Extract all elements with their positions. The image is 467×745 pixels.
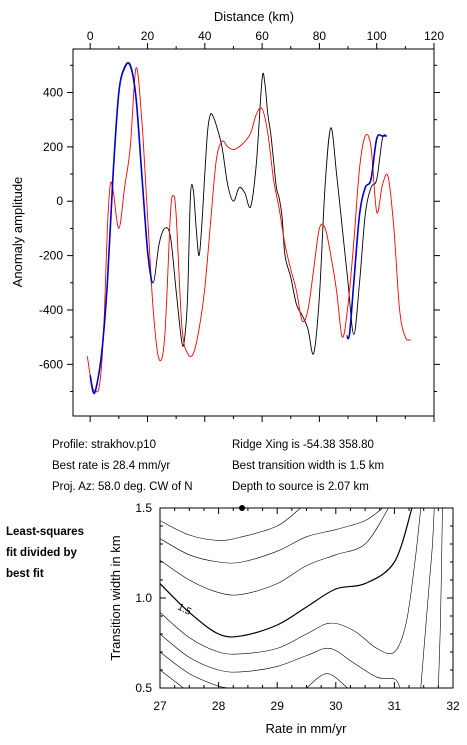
rate-tick-label: 32 bbox=[446, 699, 460, 713]
x-tick-label: 60 bbox=[255, 29, 269, 43]
contour-line bbox=[438, 508, 443, 688]
best-rate: Best rate is 28.4 mm/yr bbox=[52, 460, 170, 472]
y-tick-label: 0 bbox=[56, 194, 63, 208]
contour-line bbox=[160, 633, 401, 688]
x-tick-label: 20 bbox=[141, 29, 155, 43]
contour-line bbox=[160, 508, 383, 564]
best-fit-point bbox=[239, 505, 246, 511]
y-axis-title-width: Transition width in km bbox=[108, 535, 123, 660]
x-tick-label: 80 bbox=[313, 29, 327, 43]
x-tick-label: 120 bbox=[424, 29, 444, 43]
y-tick-label: -600 bbox=[39, 357, 63, 371]
y-tick-label: -200 bbox=[39, 249, 63, 263]
y-tick-label: 200 bbox=[43, 140, 63, 154]
x-tick-label: 100 bbox=[367, 29, 387, 43]
contour-label: 1.5 bbox=[175, 602, 193, 618]
profile-name: Profile: strakhov.p10 bbox=[52, 439, 156, 451]
contour-line bbox=[306, 673, 348, 688]
x-axis-title: Distance (km) bbox=[214, 9, 294, 24]
projection-azimuth: Proj. Az: 58.0 deg. CW of N bbox=[52, 481, 193, 493]
ridge-crossing: Ridge Xing is -54.38 358.80 bbox=[232, 439, 374, 451]
width-tick-label: 1.5 bbox=[135, 501, 152, 515]
best-transition-width: Best transition width is 1.5 km bbox=[232, 460, 384, 472]
rate-tick-label: 28 bbox=[212, 699, 226, 713]
y-tick-label: 400 bbox=[43, 85, 63, 99]
x-tick-label: 40 bbox=[198, 29, 212, 43]
fit-segment-line bbox=[89, 61, 153, 395]
x-axis-title-rate: Rate in mm/yr bbox=[266, 721, 348, 736]
profile-plot-frame bbox=[72, 48, 435, 417]
width-tick-label: 1.0 bbox=[135, 591, 152, 605]
contour-plot-frame bbox=[159, 507, 454, 689]
side-note-line-3: best fit bbox=[6, 568, 44, 580]
rate-tick-label: 27 bbox=[153, 699, 167, 713]
contour-line bbox=[160, 508, 301, 541]
rate-tick-label: 31 bbox=[388, 699, 402, 713]
rate-tick-label: 29 bbox=[271, 699, 285, 713]
side-note-line-1: Least-squares bbox=[6, 526, 84, 538]
model-profile-line bbox=[86, 67, 412, 393]
y-axis-title: Anomaly amplitude bbox=[10, 177, 25, 288]
contour-line bbox=[160, 669, 184, 688]
contour-line bbox=[160, 508, 389, 596]
info-block: Profile: strakhov.p10 Best rate is 28.4 … bbox=[52, 439, 384, 493]
x-tick-label: 0 bbox=[87, 29, 94, 43]
width-tick-label: 0.5 bbox=[135, 681, 152, 695]
depth-to-source: Depth to source is 2.07 km bbox=[232, 481, 369, 493]
side-note-line-2: fit divided by bbox=[6, 547, 78, 559]
profile-plot: 0 20 40 60 80 100 120 -600 -400 -200 0 200 400 Dista… bbox=[10, 9, 444, 422]
rate-tick-label: 30 bbox=[329, 699, 343, 713]
contour-line bbox=[160, 508, 422, 655]
misfit-contour-plot: 27 28 29 30 31 320.51.01.5 1.5 Rate in mm/yr … bbox=[108, 501, 460, 736]
y-tick-label: -400 bbox=[39, 303, 63, 317]
side-note: Least-squares fit divided by best fit bbox=[6, 526, 84, 580]
contour-line bbox=[160, 508, 413, 638]
fit-segment-line bbox=[345, 133, 387, 340]
observed-profile-line bbox=[89, 62, 388, 394]
contour-line bbox=[420, 508, 435, 688]
